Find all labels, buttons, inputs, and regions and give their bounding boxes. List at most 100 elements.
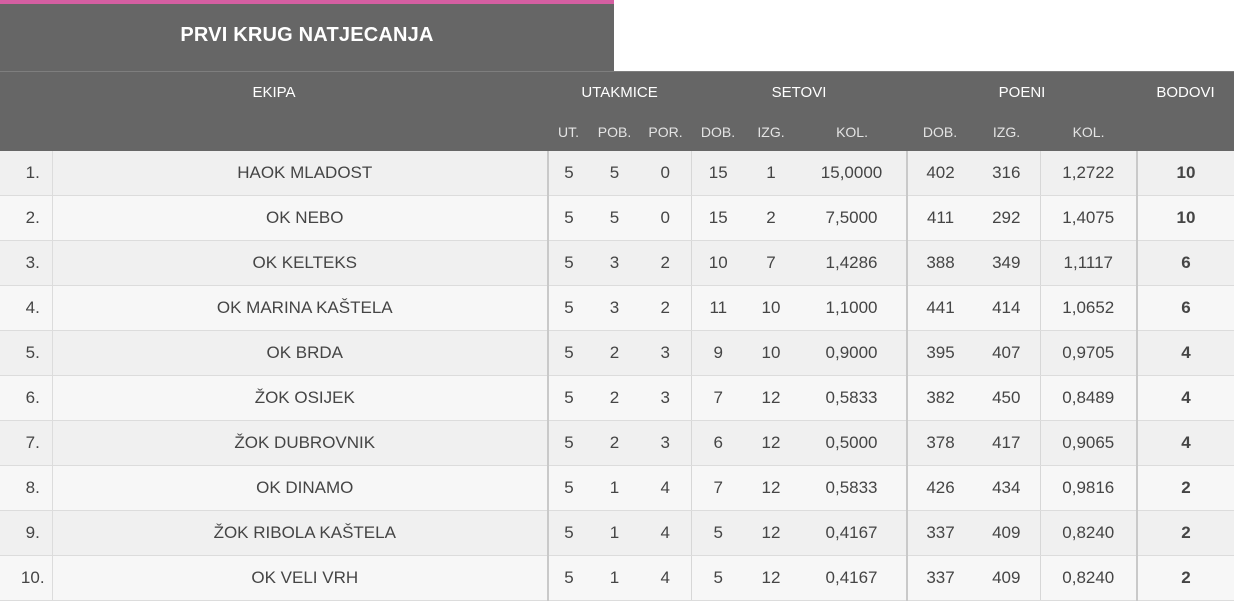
header-points-ratio[interactable]: KOL. <box>1040 112 1138 151</box>
team-name: OK NEBO <box>52 195 549 241</box>
header-played[interactable]: UT. <box>548 112 590 151</box>
points-ratio-cell: 1,1117 <box>1039 240 1138 286</box>
points-won-cell: 402 <box>906 151 974 196</box>
points-lost-cell: 409 <box>973 510 1041 556</box>
team-name: ŽOK DUBROVNIK <box>52 420 549 466</box>
score-cell: 6 <box>1136 240 1234 286</box>
header-sets-lost[interactable]: IZG. <box>745 112 798 151</box>
won-cell: 2 <box>589 420 641 466</box>
sets-ratio-cell: 0,5000 <box>797 420 908 466</box>
sets-lost-cell: 12 <box>745 555 798 601</box>
header-points[interactable]: POENI <box>907 71 1138 112</box>
points-ratio-cell: 1,2722 <box>1039 151 1138 196</box>
header-matches[interactable]: UTAKMICE <box>548 71 692 112</box>
sets-lost-cell: 12 <box>745 465 798 511</box>
points-lost-cell: 434 <box>973 465 1041 511</box>
sets-ratio-cell: 0,4167 <box>797 510 908 556</box>
sets-won-cell: 9 <box>690 330 746 376</box>
header-sets-won[interactable]: DOB. <box>691 112 746 151</box>
standings-row[interactable]: 9. ŽOK RIBOLA KAŠTELA 5 1 4 5 12 0,4167 337 409 0,… <box>0 510 1234 556</box>
points-lost-cell: 292 <box>973 195 1041 241</box>
sets-lost-cell: 12 <box>745 375 798 421</box>
sets-lost-cell: 12 <box>745 420 798 466</box>
standings-row[interactable]: 8. OK DINAMO 5 1 4 7 12 0,5833 426 434 0,9816 2 <box>0 465 1234 511</box>
section-title-tab: PRVI KRUG NATJECANJA <box>0 0 614 71</box>
team-name: ŽOK OSIJEK <box>52 375 549 421</box>
header-points-won[interactable]: DOB. <box>907 112 974 151</box>
rank-cell: 8. <box>0 465 53 511</box>
points-lost-cell: 349 <box>973 240 1041 286</box>
won-cell: 1 <box>589 510 641 556</box>
sets-lost-cell: 7 <box>745 240 798 286</box>
played-cell: 5 <box>547 510 590 556</box>
header-sets-ratio[interactable]: KOL. <box>797 112 908 151</box>
lost-cell: 4 <box>640 555 692 601</box>
standings-row[interactable]: 2. OK NEBO 5 5 0 15 2 7,5000 411 292 1,4075 10 <box>0 195 1234 241</box>
sets-won-cell: 11 <box>690 285 746 331</box>
lost-cell: 3 <box>640 375 692 421</box>
rank-cell: 1. <box>0 151 53 196</box>
sets-ratio-cell: 1,4286 <box>797 240 908 286</box>
played-cell: 5 <box>547 285 590 331</box>
standings-row[interactable]: 4. OK MARINA KAŠTELA 5 3 2 11 10 1,1000 441 414 1,… <box>0 285 1234 331</box>
standings-row[interactable]: 10. OK VELI VRH 5 1 4 5 12 0,4167 337 409 0,8240 2 <box>0 555 1234 601</box>
lost-cell: 4 <box>640 510 692 556</box>
points-ratio-cell: 0,9705 <box>1039 330 1138 376</box>
header-row-columns: UT. POB. POR. DOB. IZG. KOL. DOB. IZG. K… <box>0 112 1234 151</box>
points-won-cell: 337 <box>906 555 974 601</box>
team-name: ŽOK RIBOLA KAŠTELA <box>52 510 549 556</box>
points-lost-cell: 417 <box>973 420 1041 466</box>
played-cell: 5 <box>547 465 590 511</box>
rank-cell: 6. <box>0 375 53 421</box>
sets-won-cell: 15 <box>690 195 746 241</box>
won-cell: 2 <box>589 375 641 421</box>
won-cell: 3 <box>589 285 641 331</box>
points-ratio-cell: 1,4075 <box>1039 195 1138 241</box>
team-name: OK DINAMO <box>52 465 549 511</box>
sets-won-cell: 10 <box>690 240 746 286</box>
sets-won-cell: 7 <box>690 375 746 421</box>
header-spacer <box>0 112 549 151</box>
points-won-cell: 441 <box>906 285 974 331</box>
header-sets[interactable]: SETOVI <box>691 71 908 112</box>
won-cell: 2 <box>589 330 641 376</box>
won-cell: 3 <box>589 240 641 286</box>
rank-cell: 2. <box>0 195 53 241</box>
rank-cell: 10. <box>0 555 53 601</box>
header-team[interactable]: EKIPA <box>0 71 549 112</box>
sets-won-cell: 7 <box>690 465 746 511</box>
team-name: OK VELI VRH <box>52 555 549 601</box>
sets-won-cell: 5 <box>690 510 746 556</box>
standings-row[interactable]: 5. OK BRDA 5 2 3 9 10 0,9000 395 407 0,9705 4 <box>0 330 1234 376</box>
standings-row[interactable]: 3. OK KELTEKS 5 3 2 10 7 1,4286 388 349 1,1117 6 <box>0 240 1234 286</box>
points-lost-cell: 409 <box>973 555 1041 601</box>
points-ratio-cell: 0,9065 <box>1039 420 1138 466</box>
score-cell: 2 <box>1136 510 1234 556</box>
points-ratio-cell: 0,8240 <box>1039 510 1138 556</box>
header-points-lost[interactable]: IZG. <box>973 112 1041 151</box>
lost-cell: 2 <box>640 285 692 331</box>
lost-cell: 0 <box>640 151 692 196</box>
score-cell: 2 <box>1136 465 1234 511</box>
sets-lost-cell: 12 <box>745 510 798 556</box>
played-cell: 5 <box>547 375 590 421</box>
sets-ratio-cell: 0,5833 <box>797 375 908 421</box>
header-score[interactable]: BODOVI <box>1137 71 1234 112</box>
header-lost[interactable]: POR. <box>640 112 692 151</box>
standings-body: 1. HAOK MLADOST 5 5 0 15 1 15,0000 402 316 1,2722 1… <box>0 151 1234 601</box>
won-cell: 5 <box>589 195 641 241</box>
standings-row[interactable]: 1. HAOK MLADOST 5 5 0 15 1 15,0000 402 316 1,2722 1… <box>0 151 1234 196</box>
header-won[interactable]: POB. <box>589 112 641 151</box>
points-won-cell: 388 <box>906 240 974 286</box>
header-row-groups: EKIPA UTAKMICE SETOVI POENI BODOVI <box>0 71 1234 112</box>
rank-cell: 5. <box>0 330 53 376</box>
points-won-cell: 426 <box>906 465 974 511</box>
points-ratio-cell: 0,8489 <box>1039 375 1138 421</box>
standings-row[interactable]: 7. ŽOK DUBROVNIK 5 2 3 6 12 0,5000 378 417 0,9065 4 <box>0 420 1234 466</box>
lost-cell: 3 <box>640 420 692 466</box>
lost-cell: 3 <box>640 330 692 376</box>
sets-ratio-cell: 0,5833 <box>797 465 908 511</box>
standings-row[interactable]: 6. ŽOK OSIJEK 5 2 3 7 12 0,5833 382 450 0,8489 4 <box>0 375 1234 421</box>
score-cell: 2 <box>1136 555 1234 601</box>
sets-ratio-cell: 0,4167 <box>797 555 908 601</box>
